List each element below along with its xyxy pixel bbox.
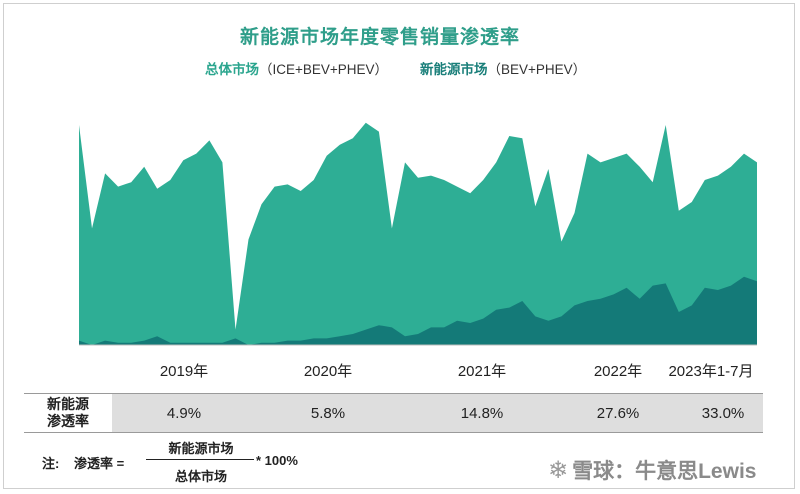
x-tick-label: 2019年 [159, 363, 209, 380]
legend-total-detail: （ICE+BEV+PHEV） [259, 62, 389, 77]
formula-numerator: 新能源市场 [168, 441, 234, 456]
x-tick-label: 2021年 [457, 363, 507, 380]
legend-nev-name: 新能源市场 [420, 62, 488, 77]
source-watermark: ❄ 雪球：牛意思Lewis [548, 455, 756, 485]
x-tick-label: 2022年 [593, 363, 643, 380]
chart-title: 新能源市场年度零售销量渗透率 [239, 27, 520, 48]
formula-note: 注: 渗透率 = 新能源市场 总体市场 * 100% [42, 438, 342, 484]
penetration-label-line2: 渗透率 [47, 413, 89, 429]
penetration-row: 新能源 渗透率 4.9% 5.8% 14.8% 27.6% 33.0% [24, 393, 763, 433]
penetration-value: 14.8% [460, 405, 504, 422]
note-prefix: 注: [42, 456, 60, 471]
watermark-text: 雪球：牛意思Lewis [572, 460, 757, 483]
penetration-values: 4.9% 5.8% 14.8% 27.6% 33.0% [112, 394, 763, 432]
penetration-label-line1: 新能源 [47, 396, 89, 412]
snowball-icon: ❄ [548, 456, 569, 484]
penetration-value: 27.6% [596, 405, 640, 422]
penetration-row-label: 新能源 渗透率 [24, 394, 112, 432]
formula-denominator: 总体市场 [174, 469, 227, 484]
fraction-bar [146, 459, 254, 460]
legend-nev-detail: （BEV+PHEV） [487, 62, 587, 77]
legend-nev-market: 新能源市场（BEV+PHEV） [420, 58, 586, 78]
x-tick-label: 2020年 [303, 363, 353, 380]
legend-total-name: 总体市场 [205, 62, 259, 77]
penetration-value: 5.8% [310, 405, 346, 422]
x-tick-label: 2023年1-7月 [668, 363, 754, 380]
area-nev-market [79, 276, 757, 345]
area-total-market [79, 122, 757, 345]
penetration-value: 4.9% [166, 405, 202, 422]
note-term: 渗透率 = [74, 456, 125, 471]
penetration-value: 33.0% [701, 405, 745, 422]
legend-total-market: 总体市场（ICE+BEV+PHEV） [205, 58, 388, 78]
formula-multiplier: * 100% [256, 453, 298, 468]
